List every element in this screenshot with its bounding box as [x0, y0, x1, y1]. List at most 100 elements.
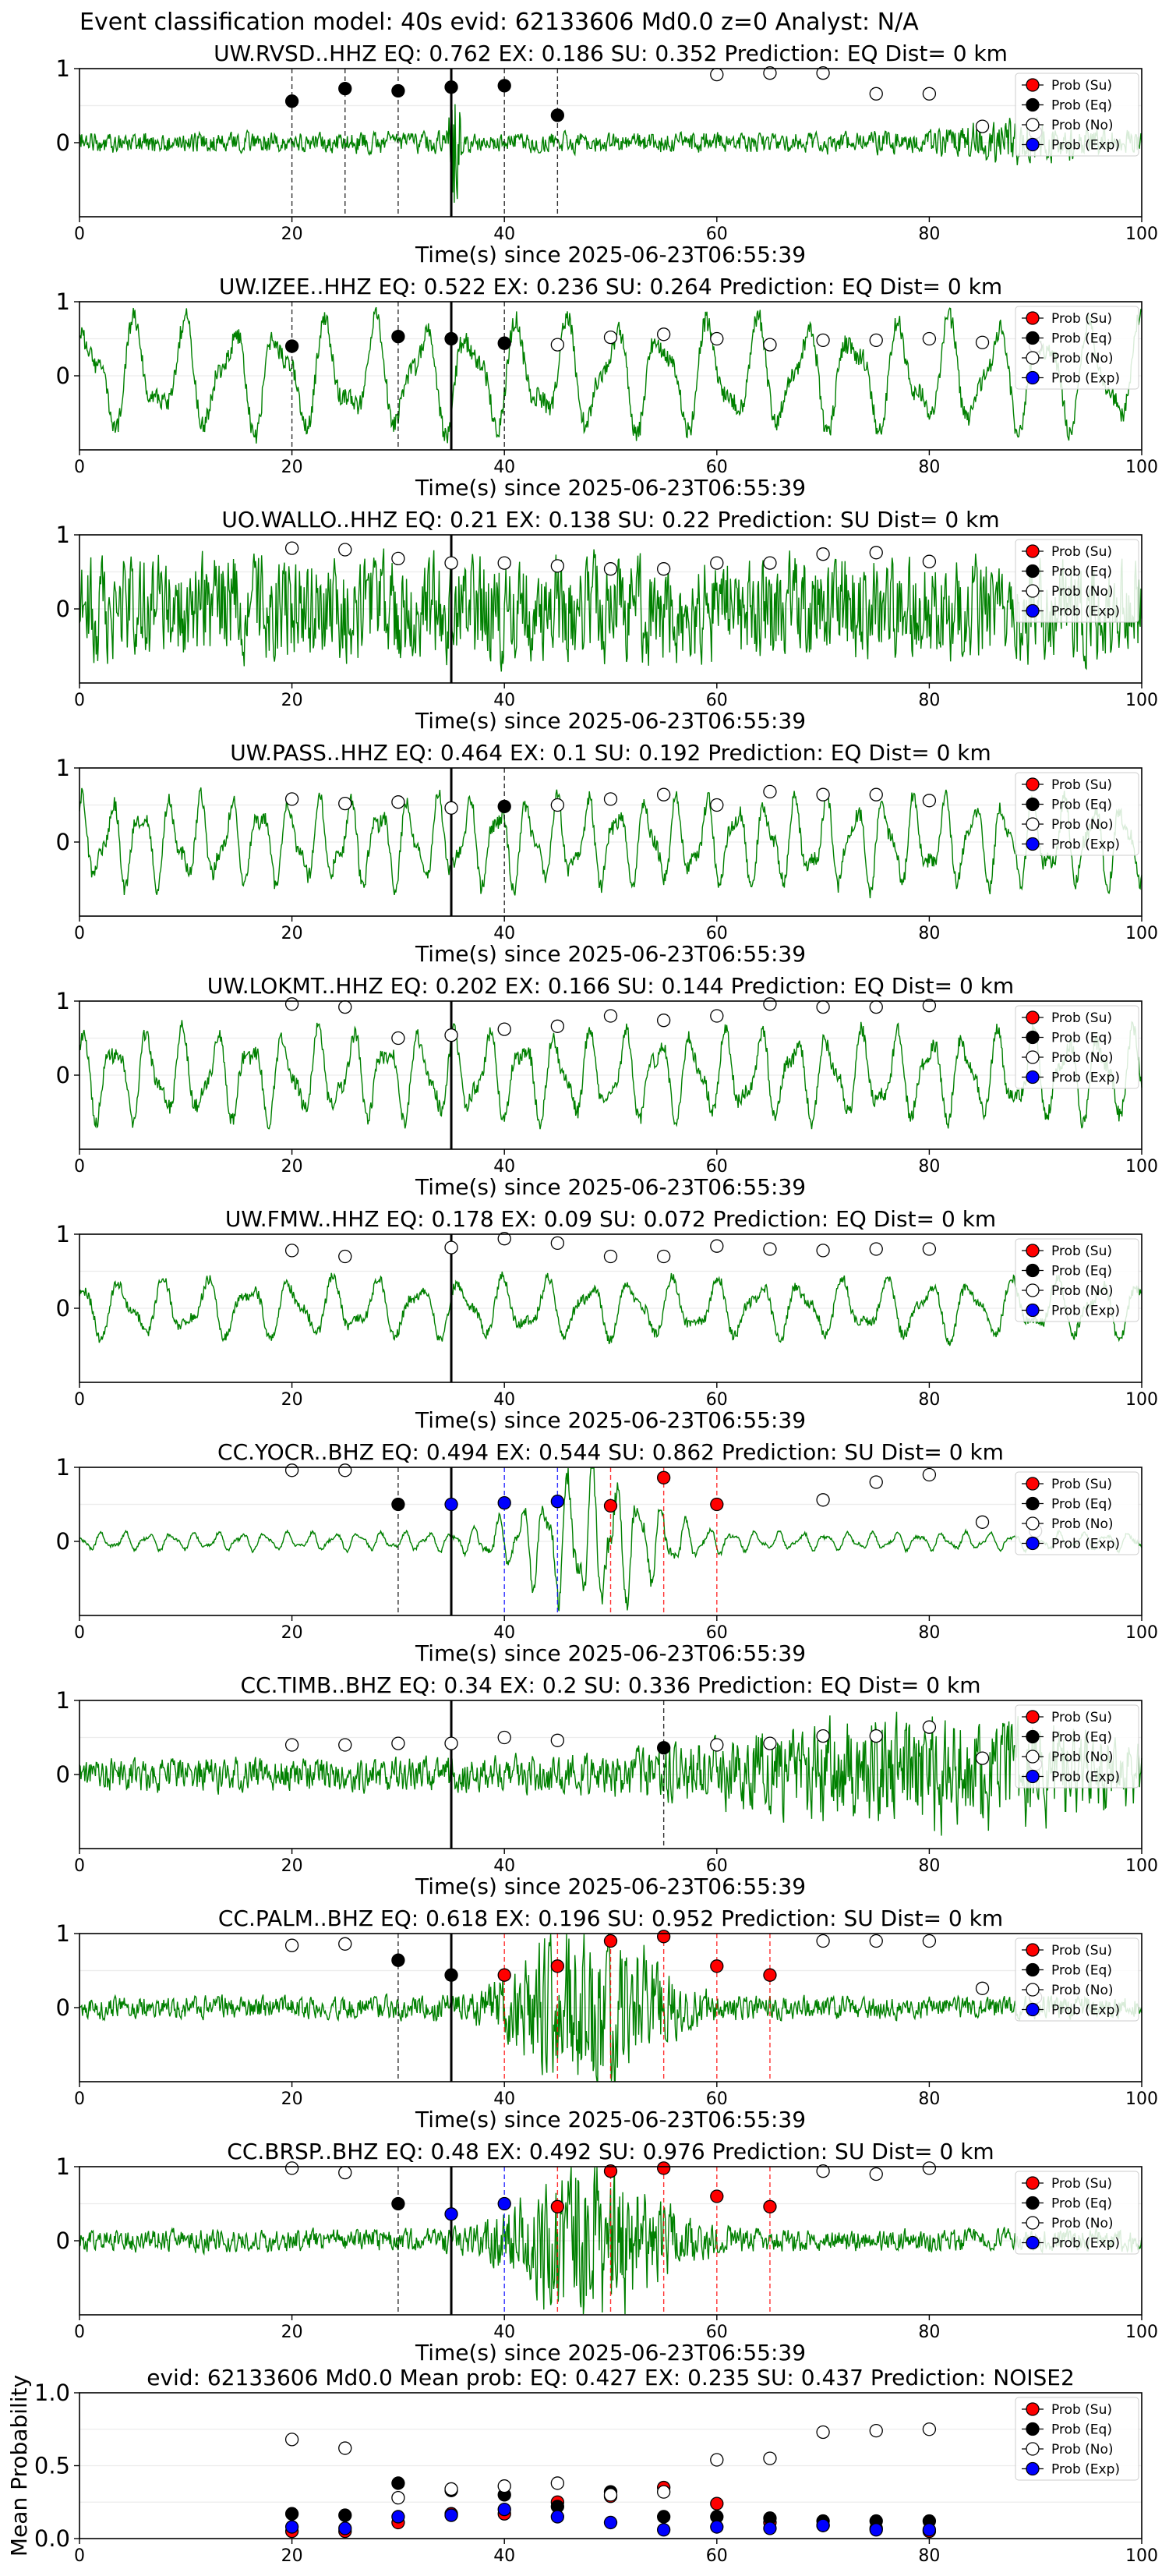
- legend: Prob (Su) Prob (Eq) Prob (No) Prob (Exp): [1015, 772, 1139, 856]
- prob-point-no: [763, 338, 777, 352]
- legend-marker-exp: [1026, 2461, 1040, 2476]
- mean-point-no: [816, 2425, 830, 2440]
- legend-marker-exp: [1026, 603, 1040, 618]
- prob-point-eq: [391, 2196, 405, 2211]
- x-axis-label: Time(s) since 2025-06-23T06:55:39: [415, 242, 806, 267]
- x-tick-label: 100: [1125, 2323, 1158, 2342]
- prob-point-no: [497, 1022, 511, 1036]
- mean-point-no: [284, 2433, 299, 2447]
- x-tick-label: 60: [706, 2323, 728, 2342]
- prob-point-no: [338, 1249, 352, 1264]
- mean-point-exp: [869, 2523, 883, 2537]
- legend-label: Prob (Exp): [1051, 2462, 1120, 2478]
- legend-label: Prob (No): [1051, 1983, 1114, 1998]
- chart-panel-3: UO.WALLO..HHZ EQ: 0.21 EX: 0.138 SU: 0.2…: [56, 507, 1158, 734]
- panel-title: CC.BRSP..BHZ EQ: 0.48 EX: 0.492 SU: 0.97…: [227, 2139, 994, 2164]
- x-tick-label: 40: [493, 2546, 515, 2566]
- mean-point-exp: [338, 2521, 352, 2535]
- prob-point-su: [710, 1959, 724, 1973]
- legend-label: Prob (No): [1051, 1516, 1114, 1532]
- legend: Prob (Su) Prob (Eq) Prob (No) Prob (Exp): [1015, 1937, 1139, 2022]
- x-tick-label: 40: [493, 691, 515, 710]
- legend-marker-no: [1026, 2442, 1040, 2456]
- x-tick-label: 0: [74, 1390, 85, 1410]
- x-tick-label: 20: [281, 1157, 303, 1177]
- prob-point-no: [284, 1463, 299, 1477]
- y-tick-label: 1: [56, 1920, 70, 1947]
- legend-label: Prob (No): [1051, 2216, 1114, 2231]
- x-tick-label: 20: [281, 2546, 303, 2566]
- mean-point-no: [391, 2490, 405, 2505]
- y-tick-label: 1: [56, 988, 70, 1014]
- x-tick-label: 40: [493, 1856, 515, 1876]
- figure-suptitle: Event classification model: 40s evid: 62…: [79, 9, 919, 36]
- x-axis-label: Time(s) since 2025-06-23T06:55:39: [415, 1174, 806, 1200]
- prob-point-no: [391, 1736, 405, 1750]
- y-axis-label: Mean Probability: [6, 2375, 32, 2557]
- prob-point-no: [710, 1239, 724, 1253]
- panel-title: CC.TIMB..BHZ EQ: 0.34 EX: 0.2 SU: 0.336 …: [240, 1672, 980, 1698]
- legend-marker-no: [1026, 584, 1040, 598]
- prob-point-no: [284, 541, 299, 555]
- x-axis-label: Time(s) since 2025-06-23T06:55:39: [415, 2340, 806, 2365]
- legend-marker-no: [1026, 2216, 1040, 2230]
- legend-label: Prob (No): [1051, 1750, 1114, 1765]
- legend-marker-su: [1026, 2176, 1040, 2190]
- y-tick-label: 0: [56, 129, 70, 156]
- prob-point-eq: [550, 108, 564, 122]
- prob-point-no: [869, 2167, 883, 2181]
- prob-point-no: [710, 798, 724, 812]
- y-tick-label: 1: [56, 755, 70, 781]
- legend-label: Prob (No): [1051, 1283, 1114, 1299]
- prob-point-eq: [284, 94, 299, 108]
- x-tick-label: 60: [706, 2546, 728, 2566]
- prob-point-no: [338, 796, 352, 811]
- prob-point-su: [603, 2164, 618, 2178]
- x-tick-label: 60: [706, 458, 728, 477]
- legend-label: Prob (Su): [1051, 78, 1112, 94]
- legend: Prob (Su) Prob (Eq) Prob (No) Prob (Exp): [1015, 306, 1139, 390]
- prob-point-no: [603, 330, 618, 345]
- x-tick-label: 20: [281, 1390, 303, 1410]
- x-tick-label: 40: [493, 1390, 515, 1410]
- mean-point-exp: [816, 2518, 830, 2532]
- prob-point-no: [603, 1249, 618, 1264]
- mean-point-exp: [497, 2502, 511, 2517]
- legend-marker-exp: [1026, 2235, 1040, 2250]
- prob-point-su: [710, 2189, 724, 2203]
- panel-title: UW.LOKMT..HHZ EQ: 0.202 EX: 0.166 SU: 0.…: [207, 973, 1014, 999]
- mean-point-no: [550, 2476, 564, 2490]
- legend-marker-eq: [1026, 97, 1040, 112]
- x-tick-label: 60: [706, 1390, 728, 1410]
- panel-title: UW.IZEE..HHZ EQ: 0.522 EX: 0.236 SU: 0.2…: [219, 274, 1002, 299]
- legend-label: Prob (No): [1051, 817, 1114, 833]
- prob-point-exp: [444, 1497, 458, 1512]
- legend: Prob (Su) Prob (Eq) Prob (No) Prob (Exp): [1015, 1005, 1139, 1089]
- waveform-trace: [79, 787, 1143, 899]
- x-tick-label: 80: [918, 924, 940, 943]
- prob-point-no: [284, 1738, 299, 1752]
- prob-point-no: [338, 1937, 352, 1951]
- prob-point-no: [922, 1720, 937, 1734]
- x-tick-label: 80: [918, 1856, 940, 1876]
- prob-point-no: [338, 1000, 352, 1014]
- prob-point-no: [922, 554, 937, 568]
- mean-point-eq: [284, 2507, 299, 2521]
- legend-label: Prob (No): [1051, 1050, 1114, 1066]
- y-tick-label: 0: [56, 1295, 70, 1322]
- legend-box: [1015, 1937, 1139, 2022]
- legend-label: Prob (Eq): [1051, 1963, 1112, 1979]
- prob-point-no: [710, 1009, 724, 1023]
- waveform-trace: [79, 1467, 1143, 1612]
- prob-point-no: [869, 546, 883, 560]
- x-tick-label: 80: [918, 458, 940, 477]
- y-tick-label: 1: [56, 288, 70, 315]
- prob-point-no: [338, 543, 352, 557]
- prob-point-no: [922, 2161, 937, 2175]
- legend-marker-su: [1026, 78, 1040, 92]
- legend-marker-su: [1026, 1710, 1040, 1724]
- legend-marker-no: [1026, 817, 1040, 831]
- prob-point-no: [869, 1242, 883, 1256]
- prob-point-no: [869, 87, 883, 101]
